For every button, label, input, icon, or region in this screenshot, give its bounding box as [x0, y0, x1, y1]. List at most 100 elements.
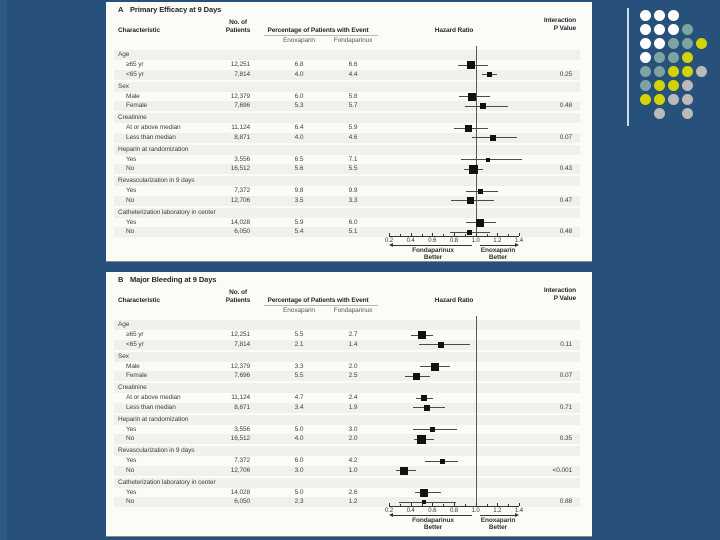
row-label: Yes — [126, 218, 137, 226]
row-label: No — [126, 196, 135, 204]
decoration-dot — [653, 79, 665, 91]
row-label: Less than median — [126, 133, 176, 141]
row-stripe — [114, 465, 580, 476]
decoration-dot — [681, 65, 693, 77]
decoration-dot — [681, 79, 693, 91]
axis-tick-label: 0.6 — [428, 508, 437, 514]
group-label: Revascularization in 9 days — [118, 177, 195, 184]
axis-tick — [432, 502, 434, 506]
row-stripe — [114, 383, 580, 393]
axis-tick — [519, 502, 520, 506]
decoration-dot — [639, 37, 651, 49]
axis-tick — [508, 234, 510, 236]
hr-square — [464, 124, 472, 132]
decoration-dot — [667, 51, 679, 63]
decoration-dot — [667, 9, 679, 21]
hr-square — [438, 341, 444, 348]
right-arrowhead-icon — [515, 513, 519, 517]
fondaparinux-value: 4.2 — [348, 457, 358, 464]
enoxaparin-value: 5.3 — [294, 102, 304, 109]
decoration-dot — [681, 107, 693, 119]
row-stripe — [114, 434, 580, 444]
better-label-left-word: Better — [423, 253, 443, 261]
patients-value: 12,251 — [230, 331, 250, 338]
axis-tick — [464, 504, 466, 506]
row-stripe — [114, 446, 580, 456]
axis-tick — [464, 234, 466, 236]
decoration-dot — [695, 37, 707, 49]
group-label: Catheterization laboratory in center — [118, 208, 216, 216]
decoration-dot — [653, 37, 665, 49]
decoration-dot — [639, 65, 651, 77]
interaction-p-value: 0.71 — [559, 403, 572, 411]
row-label: <65 yr — [126, 70, 144, 78]
axis-tick — [443, 234, 445, 236]
row-label: Yes — [126, 457, 137, 464]
hr-square — [466, 197, 474, 204]
decoration-dot — [667, 79, 679, 91]
hr-square — [466, 229, 472, 235]
axis-tick — [486, 504, 488, 506]
axis-tick — [421, 504, 423, 506]
left-arrowhead-icon — [389, 513, 393, 517]
row-label: No — [126, 165, 135, 172]
panel-title: Major Bleeding at 9 Days — [130, 275, 217, 284]
better-label-right-word: Better — [488, 253, 508, 261]
row-label: Female — [126, 102, 148, 109]
row-stripe — [114, 227, 580, 237]
ci-line — [412, 429, 458, 430]
fondaparinux-value: 2.7 — [348, 331, 358, 338]
axis-tick — [443, 504, 445, 506]
row-stripe — [114, 164, 580, 174]
hr-square — [423, 404, 430, 411]
row-stripe — [114, 477, 580, 488]
enoxaparin-value: 9.8 — [294, 187, 304, 194]
fondaparinux-value: 5.5 — [348, 165, 358, 172]
percentage-header-rule — [264, 35, 378, 36]
group-label: Age — [118, 321, 130, 328]
right-arrow — [480, 245, 515, 246]
axis-tick — [389, 232, 390, 236]
hr-square — [412, 372, 420, 380]
enoxaparin-value: 4.0 — [294, 133, 304, 141]
fondaparinux-value: 5.9 — [348, 124, 358, 131]
panel-title: Primary Efficacy at 9 Days — [130, 5, 222, 14]
hr-square — [439, 458, 445, 464]
hr-square — [480, 103, 487, 109]
interaction-p-value: 0.11 — [560, 340, 572, 348]
row-stripe — [114, 402, 580, 413]
fondaparinux-value: 4.4 — [348, 70, 358, 78]
row-label: Yes — [126, 488, 137, 496]
group-label: Heparin at randomization — [118, 415, 189, 423]
row-stripe — [114, 414, 580, 425]
column-header-hazard-ratio: Hazard Ratio — [434, 297, 474, 304]
better-label-left-word: Better — [423, 523, 443, 531]
fondaparinux-value: 1.2 — [348, 498, 358, 505]
enoxaparin-value: 5.0 — [294, 488, 304, 496]
fondaparinux-value: 9.9 — [348, 187, 358, 194]
row-stripe — [114, 207, 580, 218]
column-subheader-fondaparinux: Fondaparinux — [333, 307, 373, 314]
axis-tick-label: 1.0 — [471, 508, 480, 514]
patients-value: 12,251 — [230, 61, 250, 68]
column-header-interaction-line2: P Value — [553, 295, 576, 302]
hr-square — [417, 434, 426, 444]
hr-square — [421, 500, 426, 504]
fondaparinux-value: 6.0 — [348, 218, 358, 226]
group-label: Creatinine — [118, 384, 147, 391]
axis-tick — [475, 502, 477, 506]
enoxaparin-value: 6.0 — [294, 92, 304, 100]
decoration-dot — [667, 65, 679, 77]
row-label: No — [126, 466, 135, 474]
enoxaparin-value: 6.8 — [294, 61, 304, 68]
patients-value: 8,871 — [234, 133, 250, 141]
ci-line — [460, 159, 523, 160]
axis-tick — [508, 504, 510, 506]
enoxaparin-value: 3.0 — [294, 466, 304, 474]
interaction-p-value: <0.001 — [552, 466, 573, 474]
patients-value: 12,379 — [230, 92, 250, 100]
column-header-patients-line2: Patients — [225, 27, 251, 34]
left-edge-strip — [0, 0, 7, 540]
decoration-dot — [653, 9, 665, 21]
